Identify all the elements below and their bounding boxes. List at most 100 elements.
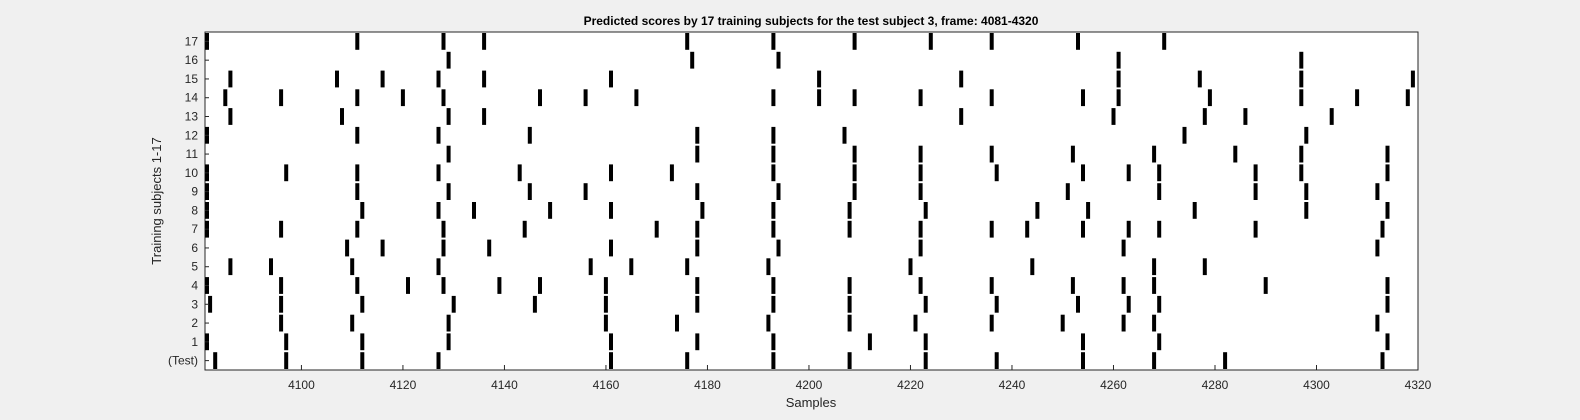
event-mark <box>360 333 365 351</box>
event-mark <box>527 183 532 200</box>
event-mark <box>923 202 928 219</box>
event-mark <box>852 89 857 107</box>
event-mark <box>695 333 700 351</box>
event-mark <box>1126 295 1131 313</box>
event-mark <box>487 239 492 257</box>
event-mark <box>436 164 441 182</box>
event-mark <box>1380 220 1385 238</box>
x-tick-label: 4220 <box>897 378 924 392</box>
y-tick-label: 3 <box>191 297 198 311</box>
event-mark <box>675 314 679 332</box>
event-mark <box>1385 164 1390 182</box>
event-mark <box>1375 183 1380 200</box>
event-mark <box>1202 108 1207 125</box>
event-mark <box>340 108 344 125</box>
event-mark <box>446 145 451 163</box>
event-mark <box>441 239 446 257</box>
event-mark <box>1116 89 1121 107</box>
event-mark <box>771 202 776 219</box>
x-tick-label: 4100 <box>288 378 315 392</box>
x-tick-label: 4120 <box>390 378 417 392</box>
event-mark <box>380 239 385 257</box>
x-tick-label: 4320 <box>1405 378 1432 392</box>
event-mark <box>279 220 284 238</box>
event-mark <box>1385 333 1390 351</box>
event-mark <box>685 33 690 50</box>
event-mark <box>989 145 994 163</box>
event-mark <box>847 314 852 332</box>
event-mark <box>1157 333 1162 351</box>
event-mark <box>918 239 923 257</box>
event-mark <box>771 89 776 107</box>
event-mark <box>517 164 522 182</box>
event-mark <box>436 70 441 88</box>
event-mark <box>284 352 289 369</box>
x-tick-label: 4280 <box>1202 378 1229 392</box>
event-mark <box>918 89 923 107</box>
event-mark <box>1385 145 1390 163</box>
event-mark <box>497 277 502 294</box>
event-mark <box>588 258 593 276</box>
event-mark <box>532 295 537 313</box>
y-tick-label: 7 <box>191 222 198 236</box>
y-tick-label: 10 <box>185 166 199 180</box>
event-marks <box>205 33 1415 369</box>
event-mark <box>923 352 928 369</box>
event-mark <box>441 33 446 50</box>
event-mark <box>771 277 776 294</box>
event-mark <box>1076 295 1080 313</box>
event-mark <box>1081 352 1085 369</box>
event-mark <box>350 258 355 276</box>
event-mark <box>1152 258 1157 276</box>
x-tick-label: 4200 <box>796 378 823 392</box>
event-mark <box>1060 314 1065 332</box>
y-tick-label: 1 <box>191 335 198 349</box>
event-mark <box>776 239 781 257</box>
y-tick-label: 8 <box>191 203 198 217</box>
event-mark <box>1035 202 1040 219</box>
event-mark <box>685 258 690 276</box>
x-tick-label: 4240 <box>999 378 1026 392</box>
event-mark <box>1081 89 1085 107</box>
event-mark <box>918 183 923 200</box>
event-mark <box>436 258 441 276</box>
event-mark <box>380 70 385 88</box>
x-tick-label: 4180 <box>694 378 721 392</box>
event-mark <box>603 277 608 294</box>
event-mark <box>1157 220 1162 238</box>
y-tick-label: 9 <box>191 185 198 199</box>
event-mark <box>1375 314 1380 332</box>
event-mark <box>213 352 218 369</box>
event-mark <box>1157 164 1162 182</box>
event-mark <box>1410 70 1415 88</box>
event-mark <box>446 333 451 351</box>
event-mark <box>852 33 857 50</box>
event-mark <box>436 352 441 369</box>
event-mark <box>1070 277 1075 294</box>
event-mark <box>817 89 822 107</box>
event-mark <box>654 220 659 238</box>
event-mark <box>355 183 360 200</box>
event-mark <box>908 258 913 276</box>
event-mark <box>1116 70 1121 88</box>
event-mark <box>847 295 852 313</box>
event-mark <box>1375 239 1380 257</box>
event-mark <box>1243 108 1248 125</box>
y-tick-label: 4 <box>191 279 198 293</box>
event-mark <box>695 295 700 313</box>
event-mark <box>1152 145 1157 163</box>
event-mark <box>1081 164 1085 182</box>
event-mark <box>1197 70 1202 88</box>
event-mark <box>228 258 233 276</box>
y-tick-label: 11 <box>186 147 199 161</box>
event-mark <box>446 183 451 200</box>
event-mark <box>355 164 360 182</box>
event-mark <box>355 33 360 50</box>
event-mark <box>690 51 695 69</box>
event-mark <box>279 295 284 313</box>
event-mark <box>918 220 923 238</box>
event-mark <box>1081 333 1085 351</box>
event-mark <box>847 352 852 369</box>
